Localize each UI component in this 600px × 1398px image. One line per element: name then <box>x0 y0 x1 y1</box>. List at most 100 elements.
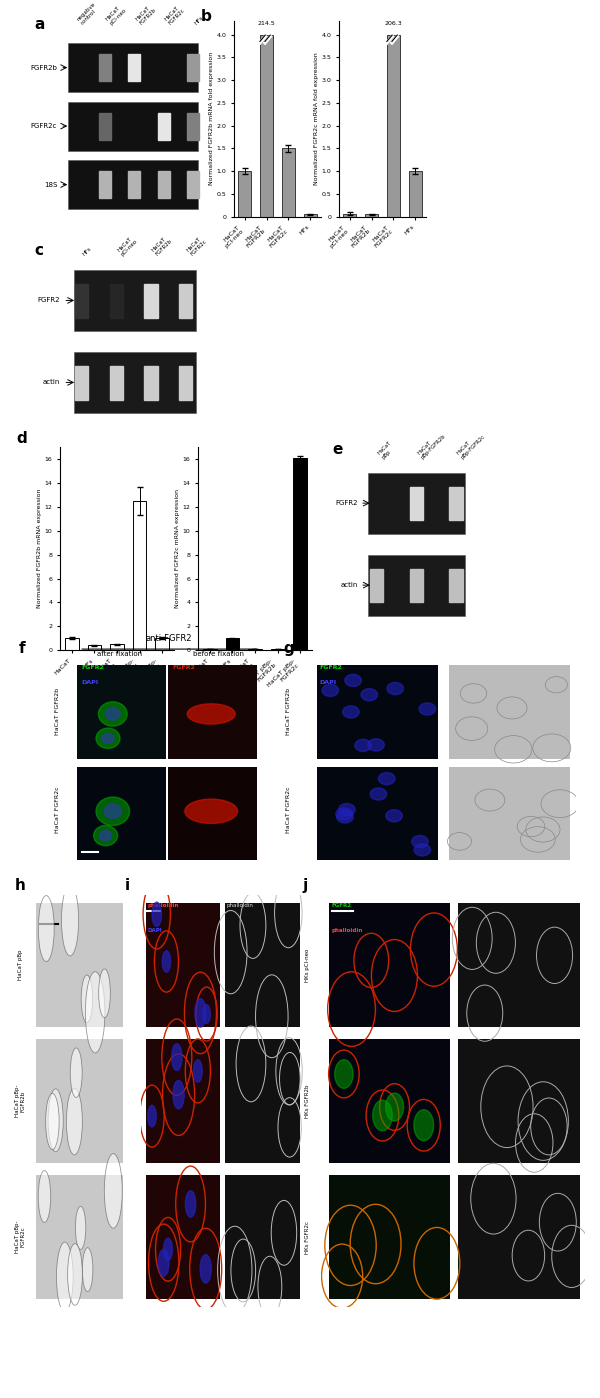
Circle shape <box>104 1153 122 1229</box>
Text: HaCaT
pCI-neo: HaCaT pCI-neo <box>105 4 128 27</box>
Bar <box>368 555 464 615</box>
Circle shape <box>172 1044 182 1071</box>
Text: FGFR2: FGFR2 <box>332 903 352 909</box>
Text: negative
control: negative control <box>76 1 100 27</box>
Circle shape <box>81 974 92 1023</box>
Bar <box>155 637 169 650</box>
Text: actin: actin <box>43 379 60 386</box>
Text: HKs pCI-neo: HKs pCI-neo <box>305 948 310 981</box>
Bar <box>74 352 196 412</box>
Circle shape <box>193 1060 202 1082</box>
Bar <box>449 665 571 759</box>
Bar <box>133 500 146 650</box>
Bar <box>65 637 79 650</box>
Bar <box>226 637 239 650</box>
Bar <box>410 569 423 603</box>
Circle shape <box>48 1089 63 1152</box>
Bar <box>168 665 257 759</box>
Bar <box>99 172 111 199</box>
Text: HaCaT
FGFR2b: HaCaT FGFR2b <box>134 3 157 27</box>
Bar <box>146 1176 220 1299</box>
Circle shape <box>38 1170 50 1222</box>
Text: phalloidin: phalloidin <box>148 903 179 909</box>
Circle shape <box>96 728 120 748</box>
Circle shape <box>85 972 105 1053</box>
Bar <box>36 903 123 1026</box>
Bar <box>110 366 123 400</box>
Bar <box>317 766 438 860</box>
Bar <box>187 172 199 199</box>
Text: HaCaT FGFR2c: HaCaT FGFR2c <box>286 786 292 833</box>
Bar <box>75 284 88 317</box>
Text: before fixation: before fixation <box>193 651 244 657</box>
Bar <box>68 43 198 92</box>
Bar <box>110 284 123 317</box>
Text: i: i <box>125 878 130 893</box>
Text: HaCaT FGFR2b: HaCaT FGFR2b <box>55 688 60 735</box>
Text: actin: actin <box>340 582 358 589</box>
Text: FGFR2: FGFR2 <box>335 500 358 506</box>
Bar <box>144 366 158 400</box>
Bar <box>128 55 140 81</box>
Circle shape <box>322 684 338 696</box>
Text: after fixation: after fixation <box>97 651 143 657</box>
Bar <box>99 55 111 81</box>
Circle shape <box>343 706 359 719</box>
Bar <box>77 665 166 759</box>
Circle shape <box>200 1254 211 1283</box>
Bar <box>225 903 300 1026</box>
Circle shape <box>96 797 130 825</box>
Text: HaCaT
pCI-neo: HaCaT pCI-neo <box>116 235 139 257</box>
Text: HaCaT
FGFR2c: HaCaT FGFR2c <box>164 4 186 27</box>
Text: e: e <box>332 442 343 457</box>
Y-axis label: Normalized FGFR2b mRNA expression: Normalized FGFR2b mRNA expression <box>37 489 42 608</box>
Bar <box>458 1176 580 1299</box>
Circle shape <box>98 702 127 726</box>
Circle shape <box>336 808 352 821</box>
Text: h: h <box>15 878 26 893</box>
Circle shape <box>203 1005 211 1023</box>
Circle shape <box>148 1106 156 1127</box>
Text: HKs FGFR2c: HKs FGFR2c <box>305 1220 310 1254</box>
Bar <box>410 487 423 520</box>
Circle shape <box>414 844 431 856</box>
Bar <box>225 1176 300 1299</box>
Circle shape <box>345 674 361 686</box>
Text: HaCaT
pBp-FGFR2b: HaCaT pBp-FGFR2b <box>416 429 447 460</box>
Text: phalloidin: phalloidin <box>332 928 363 932</box>
Text: HFs: HFs <box>193 15 204 27</box>
Bar <box>458 1039 580 1163</box>
Circle shape <box>98 969 110 1018</box>
Circle shape <box>94 825 118 846</box>
Circle shape <box>102 733 114 744</box>
Circle shape <box>68 1244 82 1306</box>
Bar <box>329 1176 451 1299</box>
Ellipse shape <box>187 703 235 724</box>
Circle shape <box>419 703 436 714</box>
Bar <box>36 1176 123 1299</box>
Circle shape <box>152 902 161 927</box>
Bar <box>146 903 220 1026</box>
Text: phalloidin: phalloidin <box>227 903 254 909</box>
Bar <box>75 366 88 400</box>
Bar <box>304 214 317 217</box>
Text: HaCaT
FGFR2c: HaCaT FGFR2c <box>186 235 208 257</box>
Text: FGFR2: FGFR2 <box>173 665 196 671</box>
Circle shape <box>370 788 387 800</box>
Y-axis label: Normalized FGFR2c mRNA fold expression: Normalized FGFR2c mRNA fold expression <box>314 53 319 185</box>
Bar <box>99 113 111 140</box>
Text: FGFR2b: FGFR2b <box>31 64 57 70</box>
Circle shape <box>61 885 79 956</box>
Bar <box>449 487 463 520</box>
Y-axis label: Normalized FGFR2c mRNA expression: Normalized FGFR2c mRNA expression <box>175 489 180 608</box>
Text: anti-FGFR2: anti-FGFR2 <box>146 635 193 643</box>
Bar <box>317 665 438 759</box>
Text: 206.3: 206.3 <box>385 21 403 27</box>
Circle shape <box>414 1110 434 1141</box>
Circle shape <box>173 1081 184 1109</box>
Circle shape <box>104 804 121 818</box>
Text: HaCaT pBp-
FGFR2b: HaCaT pBp- FGFR2b <box>14 1085 25 1117</box>
Circle shape <box>106 707 120 720</box>
Bar <box>146 1039 220 1163</box>
Bar <box>293 459 307 650</box>
